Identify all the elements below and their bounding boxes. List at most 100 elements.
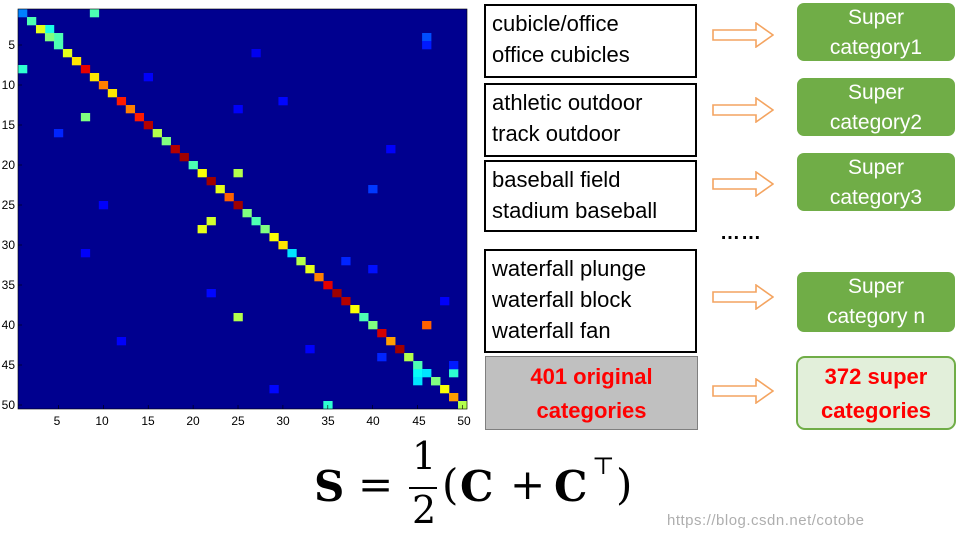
category-name: office cubicles	[492, 42, 630, 67]
super-categories-total: 372 super categories	[796, 356, 956, 430]
y-tick: 20	[1, 158, 15, 172]
diagonal-cell	[18, 9, 28, 18]
diagonal-cell	[287, 249, 297, 258]
arrow-right-icon	[712, 284, 774, 310]
diagonal-cell	[197, 169, 207, 178]
diagonal-cell	[89, 73, 100, 82]
super-category-2: Super category2	[797, 78, 955, 136]
heatmap-cell	[233, 105, 243, 114]
formula-equals: =	[358, 460, 394, 509]
x-tick: 30	[276, 414, 290, 428]
diagonal-cell	[62, 49, 73, 58]
diagonal-cell	[278, 241, 288, 250]
diagonal-cell	[449, 393, 459, 402]
super-label: Super	[847, 6, 905, 29]
heatmap-cell	[449, 369, 459, 378]
heatmap-cell	[422, 33, 432, 42]
x-tick: 15	[141, 414, 155, 428]
y-tick: 10	[1, 78, 15, 92]
heatmap-cell	[80, 113, 91, 122]
heatmap-cell	[341, 257, 351, 266]
formula-close-paren: )	[616, 460, 633, 509]
category-name: waterfall block	[492, 287, 632, 312]
diagonal-cell	[179, 153, 189, 162]
heatmap-cell	[368, 185, 378, 194]
heatmap-cell	[44, 25, 55, 34]
heatmap-cell	[386, 145, 396, 154]
total-line: 401 original	[530, 364, 653, 389]
confusion-matrix-heatmap	[0, 0, 475, 435]
formula-c2: C	[554, 462, 588, 511]
diagonal-cell	[377, 329, 387, 338]
diagonal-cell	[341, 297, 351, 306]
diagonal-cell	[368, 321, 378, 330]
diagonal-cell	[161, 137, 171, 146]
heatmap-cell	[143, 73, 153, 82]
diagonal-cell	[431, 377, 441, 386]
category-group-3: baseball field stadium baseball	[484, 160, 697, 232]
heatmap-cell	[422, 41, 432, 50]
diagonal-cell	[242, 209, 252, 218]
diagonal-cell	[116, 97, 127, 106]
heatmap-cell	[422, 321, 432, 330]
category-name: athletic outdoor	[492, 90, 643, 115]
diagonal-cell	[260, 225, 270, 234]
heatmap-border	[17, 8, 468, 410]
heatmap-cell	[413, 377, 423, 386]
diagonal-cell	[98, 81, 109, 90]
category-group-2: athletic outdoor track outdoor	[484, 83, 697, 157]
category-group-1: cubicle/office office cubicles	[484, 4, 697, 78]
heatmap-cell	[53, 129, 64, 138]
y-tick: 45	[1, 358, 15, 372]
formula-c1: C	[460, 462, 494, 511]
x-tick: 35	[321, 414, 335, 428]
super-label: category n	[826, 305, 926, 328]
diagonal-cell	[224, 193, 234, 202]
y-tick: 40	[1, 318, 15, 332]
x-tick: 25	[231, 414, 245, 428]
heatmap-cell	[98, 201, 109, 210]
heatmap-cell	[116, 337, 127, 346]
ellipsis: ……	[720, 222, 762, 244]
diagonal-cell	[269, 233, 279, 242]
super-label: category1	[829, 36, 923, 59]
arrow-right-icon	[712, 171, 774, 197]
diagonal-cell	[440, 385, 450, 394]
diagonal-cell	[422, 369, 432, 378]
formula-plus: +	[510, 460, 546, 509]
category-group-n: waterfall plunge waterfall block waterfa…	[484, 249, 697, 353]
formula-numerator: 1	[412, 434, 437, 478]
x-tick: 10	[95, 414, 109, 428]
heatmap-cell	[233, 313, 243, 322]
y-tick: 30	[1, 238, 15, 252]
arrow-right-icon	[712, 378, 774, 404]
category-name: track outdoor	[492, 121, 621, 146]
total-line: categories	[820, 398, 932, 423]
diagonal-cell	[233, 201, 243, 210]
heatmap-cell	[449, 361, 459, 370]
heatmap-cell	[305, 345, 315, 354]
diagonal-cell	[125, 105, 136, 114]
heatmap-cell	[80, 249, 91, 258]
heatmap-cell	[251, 49, 261, 58]
diagonal-cell	[305, 265, 315, 274]
formula-lhs: S	[314, 462, 345, 511]
heatmap-cell	[206, 289, 216, 298]
diagonal-cell	[215, 185, 225, 194]
diagonal-cell	[35, 25, 46, 34]
x-tick: 45	[412, 414, 426, 428]
heatmap-cell	[278, 97, 288, 106]
diagonal-cell	[251, 217, 261, 226]
arrow-right-icon	[712, 97, 774, 123]
diagonal-cell	[350, 305, 360, 314]
super-category-3: Super category3	[797, 153, 955, 211]
total-line: 372 super	[824, 364, 928, 389]
super-category-1: Super category1	[797, 3, 955, 61]
heatmap-cell	[269, 385, 279, 394]
diagonal-cell	[314, 273, 324, 282]
diagonal-cell	[134, 113, 145, 122]
diagonal-cell	[26, 17, 37, 26]
heatmap-cell	[206, 217, 216, 226]
heatmap-cell	[233, 169, 243, 178]
diagonal-cell	[404, 353, 414, 362]
